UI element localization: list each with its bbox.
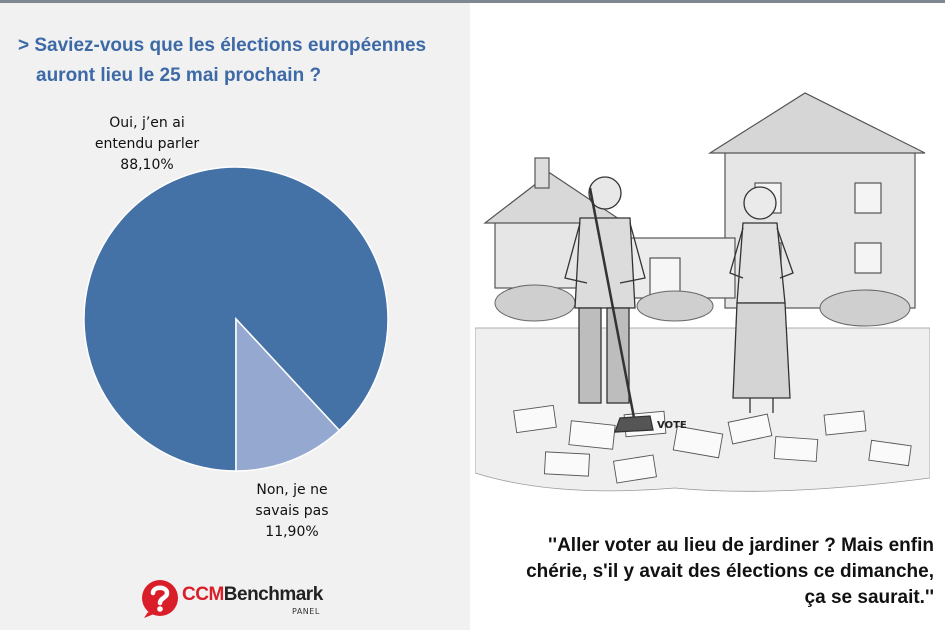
logo-wordmark: CCMBenchmark [182, 584, 323, 606]
chart-panel: > Saviez-vous que les élections européen… [0, 3, 470, 630]
chart-title: > Saviez-vous que les élections européen… [18, 31, 458, 91]
cartoon-caption: ''Aller voter au lieu de jardiner ? Mais… [484, 533, 934, 611]
chart-title-line2: auront lieu le 25 mai prochain ? [36, 65, 322, 86]
pie-label-oui: Oui, j’en ai entendu parler 88,10% [72, 113, 222, 176]
pie-slice-non [235, 317, 341, 472]
pie-value-oui: 88,10% [120, 157, 174, 173]
ccm-benchmark-logo: CCMBenchmark PANEL [140, 576, 340, 626]
pie-value-non: 11,90% [265, 524, 319, 540]
ballot-papers-illustration [513, 404, 912, 484]
caption-line1: ''Aller voter au lieu de jardiner ? Mais… [548, 535, 934, 556]
top-border [0, 0, 945, 3]
pie-chart [83, 166, 389, 472]
question-mark-logo-icon [142, 580, 178, 618]
pie-label-oui-line1: Oui, j’en ai [109, 115, 185, 131]
caption-line3: ça se saurait.'' [804, 587, 934, 608]
man-with-rake-illustration [564, 176, 654, 433]
pie-slice-oui [83, 166, 389, 472]
pie-label-oui-line2: entendu parler [94, 136, 200, 152]
chart-title-line1: > Saviez-vous que les élections européen… [18, 35, 427, 56]
houses-illustration [483, 92, 926, 309]
pie-label-non-line2: savais pas [255, 503, 329, 519]
election-cartoon-illustration: VOTE [475, 92, 930, 492]
logo-benchmark: Benchmark [223, 584, 324, 605]
pie-label-non-line1: Non, je ne [256, 482, 328, 498]
logo-ccm: CCM [182, 584, 224, 605]
logo-panel: PANEL [292, 607, 320, 616]
ballot-vote-text: VOTE [657, 420, 687, 431]
cartoon-panel: VOTE ''Aller voter au lieu de jardiner ?… [470, 3, 945, 630]
caption-line2: chérie, s'il y avait des élections ce di… [526, 561, 934, 582]
pie-label-non: Non, je ne savais pas 11,90% [222, 480, 362, 543]
woman-illustration [729, 186, 794, 413]
bushes-illustration [494, 284, 911, 327]
